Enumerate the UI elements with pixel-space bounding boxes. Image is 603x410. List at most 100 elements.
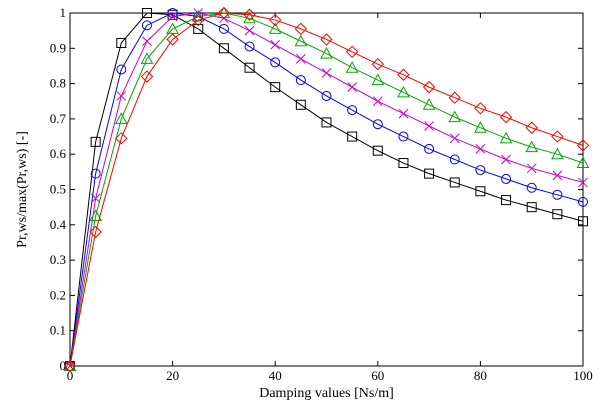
data-point-diamond: [345, 45, 359, 59]
data-point-square: [526, 202, 537, 213]
series-1: [65, 8, 588, 371]
data-point-triangle: [217, 6, 231, 18]
data-point-square: [424, 168, 435, 179]
data-point-square: [347, 131, 358, 142]
x-tick-label: 60: [371, 368, 384, 383]
data-point-diamond: [422, 80, 436, 94]
data-point-x: [424, 121, 434, 131]
data-point-triangle: [114, 112, 128, 124]
data-point-circle: [90, 168, 101, 179]
data-point-diamond: [294, 22, 308, 36]
series-line: [69, 12, 584, 367]
data-point-x: [372, 96, 383, 107]
data-point-square: [141, 8, 152, 18]
data-point-square: [193, 23, 204, 34]
y-tick-label: 0.6: [50, 146, 67, 161]
data-point-triangle: [576, 156, 590, 169]
data-point-diamond: [525, 121, 538, 134]
data-point-circle: [167, 8, 178, 18]
data-point-circle: [526, 182, 537, 193]
data-point-diamond: [371, 57, 385, 71]
data-point-circle: [372, 119, 383, 130]
data-point-x: [398, 108, 409, 119]
data-point-circle: [578, 196, 588, 207]
data-point-circle: [424, 143, 435, 154]
y-tick-label: 0.2: [50, 287, 66, 302]
data-point-diamond: [474, 102, 487, 115]
data-point-diamond: [115, 132, 128, 145]
data-point-diamond: [192, 13, 205, 27]
data-point-diamond: [499, 110, 513, 124]
data-point-circle: [475, 165, 486, 176]
data-point-square: [475, 186, 486, 197]
data-point-x: [270, 39, 281, 50]
data-point-square: [244, 62, 255, 73]
x-tick-label: 40: [269, 368, 282, 383]
data-point-triangle: [422, 98, 436, 110]
data-point-square: [578, 216, 588, 227]
data-point-circle: [116, 64, 127, 75]
data-point-square: [295, 99, 306, 110]
data-point-diamond: [397, 68, 410, 81]
data-point-square: [90, 136, 101, 147]
data-point-square: [501, 195, 512, 206]
data-point-square: [218, 43, 229, 54]
axis-tick-labels: 0 20 40 60 80 100 0 0.1 0.2 0.3 0.4 0.5 0.6 0.7 0.8 0.9…: [50, 5, 593, 383]
data-point-diamond: [63, 359, 77, 373]
data-point-x: [552, 170, 563, 181]
x-tick-label: 80: [474, 368, 487, 383]
data-point-diamond: [89, 225, 102, 239]
data-point-x: [321, 68, 332, 78]
y-tick-label: 0.4: [50, 217, 67, 232]
data-point-circle: [501, 173, 512, 184]
x-axis-title: Damping values [Ns/m]: [259, 386, 394, 401]
y-tick-label: 0.8: [50, 76, 66, 91]
data-point-diamond: [320, 33, 333, 46]
data-point-triangle: [140, 52, 154, 64]
data-point-triangle: [268, 22, 282, 34]
data-point-triangle: [371, 73, 385, 86]
data-point-x: [116, 91, 127, 101]
data-point-triangle: [551, 147, 564, 160]
plot-area: [69, 12, 584, 367]
data-point-x: [501, 154, 511, 165]
y-tick-label: 0.7: [50, 111, 67, 126]
data-point-x: [475, 144, 486, 154]
data-point-triangle: [191, 9, 205, 22]
y-tick-label: 0: [60, 358, 67, 373]
data-point-circle: [398, 131, 409, 142]
x-tick-label: 100: [573, 368, 593, 383]
y-tick-label: 1: [60, 5, 67, 20]
data-point-circle: [552, 189, 563, 200]
data-point-triangle: [89, 209, 102, 221]
data-point-x: [90, 193, 101, 204]
y-axis-title: Pr,ws/max(Pr,ws) [-]: [15, 131, 30, 248]
data-point-square: [449, 177, 460, 188]
data-point-diamond: [268, 13, 282, 27]
data-point-triangle: [345, 61, 359, 73]
data-point-square: [116, 38, 127, 49]
data-point-x: [244, 25, 255, 36]
series-line: [69, 12, 584, 367]
data-point-circle: [244, 41, 255, 52]
data-point-diamond: [243, 8, 256, 21]
data-point-square: [270, 82, 281, 93]
series-4: [63, 6, 590, 373]
data-point-triangle: [320, 47, 333, 59]
x-tick-label: 20: [166, 368, 179, 383]
series-3: [63, 6, 590, 371]
y-tick-label: 0.1: [50, 323, 66, 338]
data-point-x: [449, 133, 460, 144]
data-point-triangle: [448, 110, 462, 123]
data-point-triangle: [474, 121, 487, 133]
data-point-circle: [347, 105, 358, 116]
data-point-diamond: [166, 33, 179, 46]
data-point-circle: [449, 154, 460, 165]
data-point-x: [142, 36, 152, 47]
data-point-diamond: [140, 70, 154, 83]
data-point-triangle: [63, 359, 77, 371]
data-point-triangle: [294, 34, 308, 47]
data-point-circle: [218, 23, 229, 34]
data-point-x: [578, 177, 588, 188]
data-point-triangle: [525, 140, 539, 153]
